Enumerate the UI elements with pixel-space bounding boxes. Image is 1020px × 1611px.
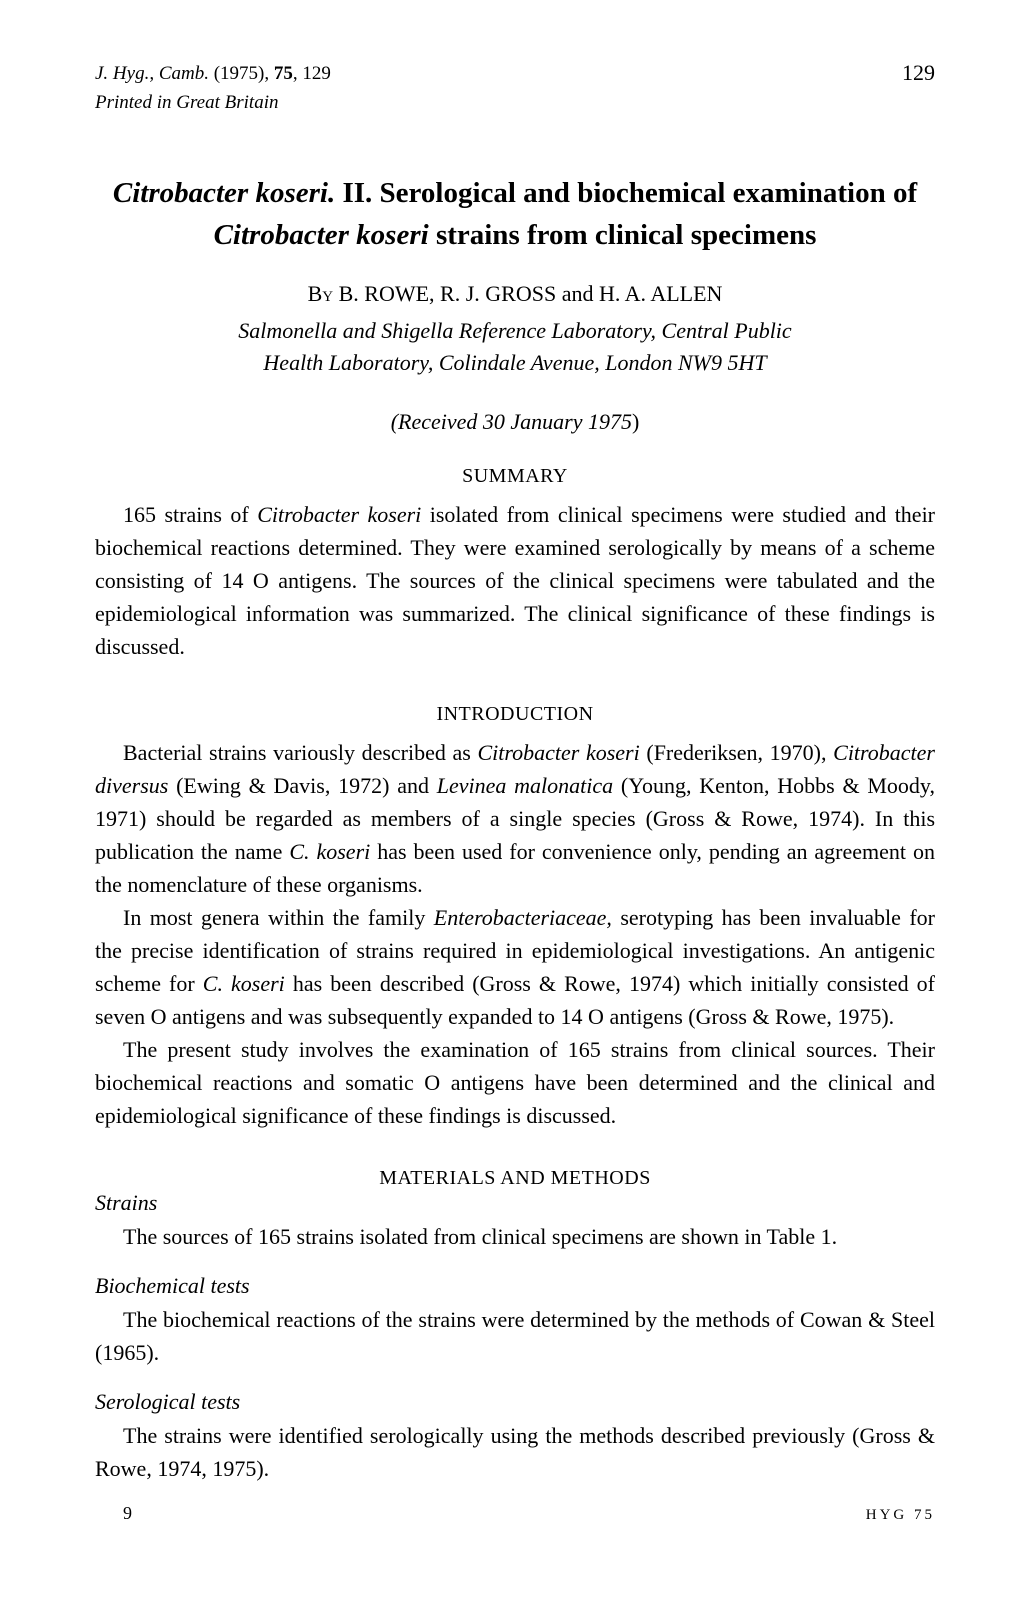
journal-line1: J. Hyg., Camb. (1975), 75, 129 bbox=[95, 60, 331, 89]
affiliation: Salmonella and Shigella Reference Labora… bbox=[95, 315, 935, 379]
intro-p3: The present study involves the examinati… bbox=[95, 1033, 935, 1132]
summary-body: 165 strains of Citrobacter koseri isolat… bbox=[95, 498, 935, 663]
title-part1: Citrobacter koseri. bbox=[113, 177, 335, 209]
introduction-heading: INTRODUCTION bbox=[95, 703, 935, 726]
intro-p1-e: (Ewing & Davis, 1972) and bbox=[168, 773, 436, 798]
journal-reference: J. Hyg., Camb. (1975), 75, 129 Printed i… bbox=[95, 60, 331, 117]
intro-p2: In most genera within the family Enterob… bbox=[95, 901, 935, 1033]
received-date-value: 30 January 1975 bbox=[483, 409, 632, 434]
authors-by: By bbox=[308, 281, 334, 306]
summary-heading: SUMMARY bbox=[95, 465, 935, 488]
intro-p2-b: Enterobacteriaceae, bbox=[434, 905, 612, 930]
footer-right: HYG 75 bbox=[866, 1507, 935, 1524]
strains-body: The sources of 165 strains isolated from… bbox=[95, 1220, 935, 1253]
introduction-body: Bacterial strains variously described as… bbox=[95, 736, 935, 1132]
footer-row: 9 HYG 75 bbox=[95, 1503, 935, 1524]
intro-p1-f: Levinea malonatica bbox=[437, 773, 613, 798]
intro-p2-a: In most genera within the family bbox=[123, 905, 434, 930]
serological-p1: The strains were identified serologicall… bbox=[95, 1419, 935, 1485]
journal-prefix: J. Hyg., Camb. bbox=[95, 63, 214, 84]
intro-p2-d: C. koseri bbox=[203, 971, 285, 996]
article-title: Citrobacter koseri. II. Serological and … bbox=[95, 172, 935, 256]
authors-names: B. ROWE, R. J. GROSS and H. A. ALLEN bbox=[333, 281, 722, 306]
intro-p1: Bacterial strains variously described as… bbox=[95, 736, 935, 901]
title-part4: strains from clinical specimens bbox=[429, 219, 817, 251]
page-number-top: 129 bbox=[902, 60, 935, 86]
received-suffix: ) bbox=[632, 409, 639, 434]
page-container: J. Hyg., Camb. (1975), 75, 129 Printed i… bbox=[0, 0, 1020, 1611]
intro-p1-a: Bacterial strains variously described as bbox=[123, 740, 477, 765]
received-date: (Received 30 January 1975) bbox=[95, 409, 935, 435]
summary-p1: 165 strains of Citrobacter koseri isolat… bbox=[95, 498, 935, 663]
biochemical-heading: Biochemical tests bbox=[95, 1273, 935, 1299]
intro-p1-b: Citrobacter koseri bbox=[477, 740, 639, 765]
header-row: J. Hyg., Camb. (1975), 75, 129 Printed i… bbox=[95, 60, 935, 117]
authors: By B. ROWE, R. J. GROSS and H. A. ALLEN bbox=[95, 281, 935, 307]
intro-p1-c: (Frederiksen, 1970), bbox=[640, 740, 833, 765]
affiliation-line2: Health Laboratory, Colindale Avenue, Lon… bbox=[95, 347, 935, 379]
biochemical-body: The biochemical reactions of the strains… bbox=[95, 1303, 935, 1369]
journal-year: (1975), bbox=[214, 63, 274, 84]
journal-line2: Printed in Great Britain bbox=[95, 89, 331, 118]
summary-p1-a: 165 strains of bbox=[123, 502, 257, 527]
strains-heading: Strains bbox=[95, 1190, 935, 1216]
journal-volume: 75 bbox=[274, 63, 293, 84]
serological-heading: Serological tests bbox=[95, 1389, 935, 1415]
title-part2: II. Serological and biochemical examinat… bbox=[335, 177, 917, 209]
title-part3: Citrobacter koseri bbox=[214, 219, 429, 251]
footer-left: 9 bbox=[123, 1503, 132, 1524]
serological-body: The strains were identified serologicall… bbox=[95, 1419, 935, 1485]
strains-p1: The sources of 165 strains isolated from… bbox=[95, 1220, 935, 1253]
journal-comma: , bbox=[293, 63, 303, 84]
received-prefix: (Received bbox=[391, 409, 483, 434]
summary-p1-b: Citrobacter koseri bbox=[257, 502, 421, 527]
affiliation-line1: Salmonella and Shigella Reference Labora… bbox=[95, 315, 935, 347]
materials-heading: MATERIALS AND METHODS bbox=[95, 1167, 935, 1190]
intro-p1-h: C. koseri bbox=[289, 839, 370, 864]
biochemical-p1: The biochemical reactions of the strains… bbox=[95, 1303, 935, 1369]
journal-page: 129 bbox=[302, 63, 331, 84]
